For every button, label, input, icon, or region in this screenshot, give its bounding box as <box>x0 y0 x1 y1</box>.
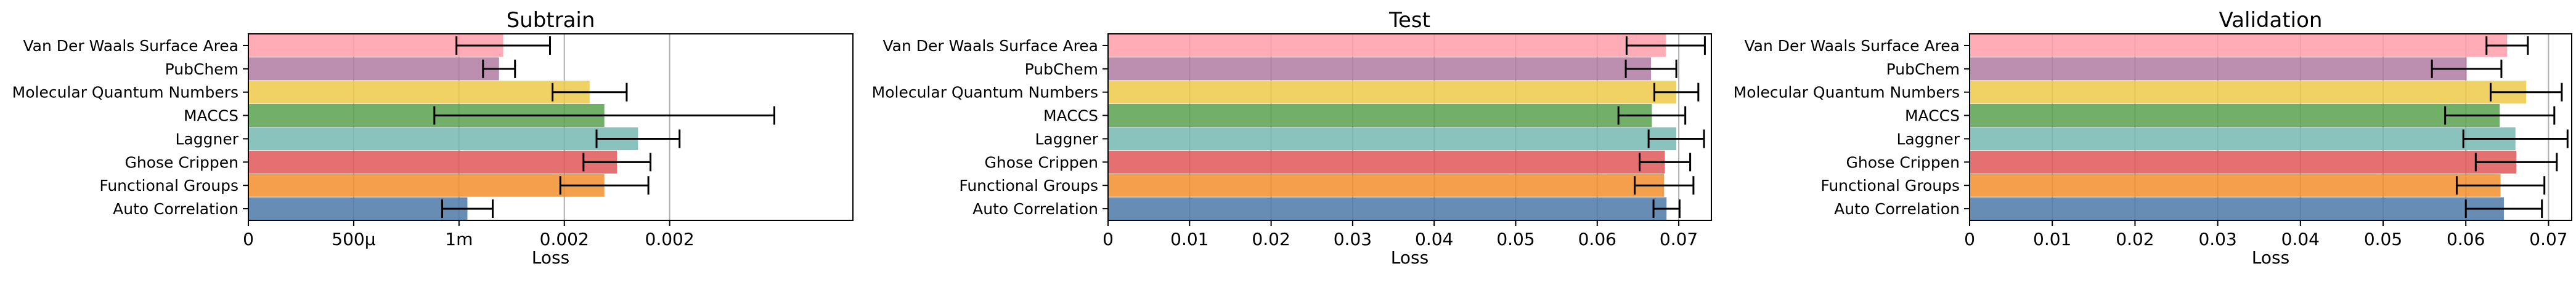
x-tick-label: 0 <box>243 229 254 249</box>
bar <box>1970 81 2527 104</box>
y-tick-label: Auto Correlation <box>113 200 238 218</box>
y-tick-label: Ghose Crippen <box>124 153 238 171</box>
y-tick-label: Functional Groups <box>99 177 238 195</box>
x-tick-label: 1m <box>445 229 473 249</box>
chart-title: Validation <box>2219 8 2323 33</box>
y-tick-label: Laggner <box>1035 130 1099 148</box>
bar <box>1108 150 1665 174</box>
axes-frame <box>248 33 854 221</box>
bar <box>1108 127 1677 150</box>
x-tick-label: 0 <box>1103 229 1114 249</box>
bar <box>248 57 499 81</box>
bar <box>1108 57 1652 81</box>
chart-title: Test <box>1388 8 1430 33</box>
chart-panel-2: Van Der Waals Surface Area PubChem Molecul… <box>872 8 1712 268</box>
x-tick-label: 0 <box>1964 229 1975 249</box>
y-tick-label: Functional Groups <box>1820 177 1960 195</box>
y-tick-label: Molecular Quantum Numbers <box>872 84 1098 102</box>
x-tick-label: 0.002 <box>645 229 695 249</box>
x-tick-label: 0.002 <box>540 229 589 249</box>
y-tick-label: MACCS <box>1905 107 1960 125</box>
y-tick-label: Laggner <box>1897 130 1960 148</box>
bar <box>1970 104 2500 127</box>
chart-title: Subtrain <box>507 8 595 33</box>
y-tick-label: Van Der Waals Surface Area <box>882 37 1098 55</box>
x-tick-label: 0.04 <box>2281 229 2320 249</box>
x-tick-label: 0.05 <box>1496 229 1535 249</box>
y-tick-label: Van Der Waals Surface Area <box>23 37 238 55</box>
y-tick-label: Auto Correlation <box>1834 200 1960 218</box>
bar <box>1970 127 2516 150</box>
x-tick-label: 500μ <box>332 229 375 249</box>
y-tick-label: MACCS <box>184 107 238 125</box>
x-tick-label: 0.03 <box>2198 229 2236 249</box>
y-tick-label: Ghose Crippen <box>984 153 1098 171</box>
bar <box>1970 150 2517 174</box>
bar <box>1108 81 1677 104</box>
bar <box>248 197 468 220</box>
x-tick-label: 0.06 <box>2447 229 2485 249</box>
x-tick-label: 0.05 <box>2364 229 2402 249</box>
bar <box>1108 34 1666 57</box>
bar <box>1108 197 1667 220</box>
x-axis-label: Loss <box>532 247 569 268</box>
bar <box>1970 57 2467 81</box>
x-tick-label: 0.07 <box>1660 229 1698 249</box>
bar <box>1108 104 1652 127</box>
y-tick-label: PubChem <box>1886 60 1960 78</box>
x-tick-label: 0.03 <box>1334 229 1372 249</box>
bar <box>1970 174 2501 197</box>
bar <box>248 81 590 104</box>
y-tick-label: Auto Correlation <box>972 200 1098 218</box>
chart-panel-1: Van Der Waals Surface Area PubChem Molecul… <box>12 8 854 268</box>
bar <box>1108 174 1665 197</box>
y-tick-label: Molecular Quantum Numbers <box>1734 84 1960 102</box>
y-tick-label: Functional Groups <box>959 177 1098 195</box>
y-tick-label: Laggner <box>176 130 239 148</box>
bar <box>1970 34 2508 57</box>
y-tick-label: Molecular Quantum Numbers <box>12 84 238 102</box>
y-tick-label: PubChem <box>165 60 238 78</box>
x-axis-label: Loss <box>1391 247 1429 268</box>
y-tick-label: PubChem <box>1025 60 1098 78</box>
x-tick-label: 0.01 <box>2033 229 2071 249</box>
bar <box>1970 197 2504 220</box>
bar <box>248 127 638 150</box>
chart-panel-3: Van Der Waals Surface Area PubChem Molecul… <box>1734 8 2572 268</box>
x-tick-label: 0.01 <box>1170 229 1209 249</box>
bar <box>248 150 618 174</box>
x-tick-label: 0.06 <box>1578 229 1616 249</box>
x-tick-label: 0.02 <box>1252 229 1290 249</box>
bar <box>248 174 605 197</box>
y-tick-label: Ghose Crippen <box>1846 153 1960 171</box>
y-tick-label: Van Der Waals Surface Area <box>1744 37 1960 55</box>
x-tick-label: 0.02 <box>2116 229 2154 249</box>
y-tick-label: MACCS <box>1043 107 1098 125</box>
x-tick-label: 0.07 <box>2529 229 2567 249</box>
axes-frame <box>1969 33 2572 221</box>
x-axis-label: Loss <box>2252 247 2289 268</box>
axes-frame <box>1107 33 1712 221</box>
x-tick-label: 0.04 <box>1415 229 1453 249</box>
